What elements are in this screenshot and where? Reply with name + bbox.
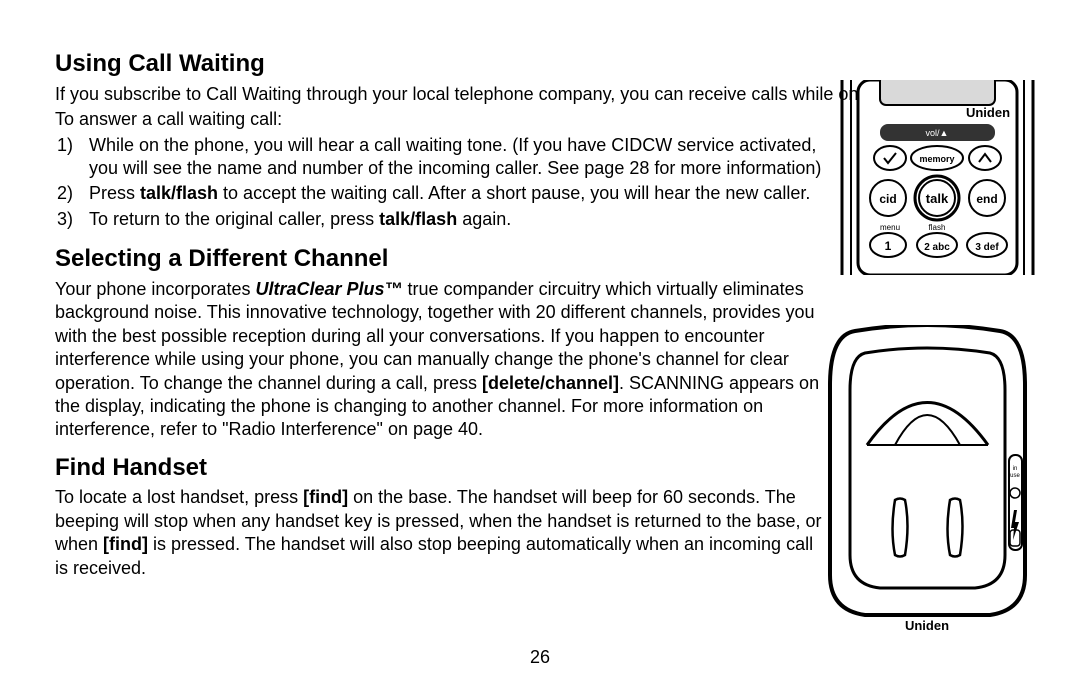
ch-feature-name: UltraClear Plus™ xyxy=(255,279,402,299)
step-2-button-label: talk/flash xyxy=(140,183,218,203)
inuse-label: in xyxy=(1013,466,1018,472)
fh-text-a: To locate a lost handset, press xyxy=(55,487,303,507)
cid-label: cid xyxy=(879,192,896,206)
step-3-text-a: To return to the original caller, press xyxy=(89,209,379,229)
fh-button-1: [find] xyxy=(303,487,348,507)
key-1: 1 xyxy=(885,239,892,253)
channel-paragraph: Your phone incorporates UltraClear Plus™… xyxy=(55,278,825,442)
vol-label: vol/▲ xyxy=(926,128,949,138)
base-illustration: in use Uniden xyxy=(825,325,1030,635)
page-number: 26 xyxy=(55,647,1025,668)
ch-text-a: Your phone incorporates xyxy=(55,279,255,299)
step-2-text-c: to accept the waiting call. After a shor… xyxy=(218,183,810,203)
heading-find-handset: Find Handset xyxy=(55,454,825,483)
step-1: While on the phone, you will hear a call… xyxy=(83,134,825,181)
memory-label: memory xyxy=(919,154,954,164)
heading-channel: Selecting a Different Channel xyxy=(55,245,825,274)
intro-line-2: To answer a call waiting call: xyxy=(55,108,825,131)
fh-button-2: [find] xyxy=(103,534,148,554)
step-3: To return to the original caller, press … xyxy=(83,208,825,231)
step-2: Press talk/flash to accept the waiting c… xyxy=(83,182,825,205)
talk-label: talk xyxy=(926,191,949,206)
ch-button-label: [delete/channel] xyxy=(482,373,619,393)
handset-illustration: Uniden vol/▲ memory cid talk end menu fl… xyxy=(840,80,1035,275)
find-handset-paragraph: To locate a lost handset, press [find] o… xyxy=(55,486,825,580)
heading-call-waiting: Using Call Waiting xyxy=(55,50,825,79)
base-brand-label: Uniden xyxy=(905,618,949,633)
brand-label: Uniden xyxy=(966,105,1010,120)
key-3: 3 def xyxy=(975,242,999,253)
menu-label: menu xyxy=(880,223,900,232)
call-waiting-steps: While on the phone, you will hear a call… xyxy=(55,134,825,232)
key-2: 2 abc xyxy=(924,242,950,253)
fh-text-e: is pressed. The handset will also stop b… xyxy=(55,534,813,577)
step-3-button-label: talk/flash xyxy=(379,209,457,229)
svg-text:use: use xyxy=(1010,473,1020,479)
end-label: end xyxy=(976,192,997,206)
step-3-text-c: again. xyxy=(457,209,511,229)
step-2-text-a: Press xyxy=(89,183,140,203)
flash-label: flash xyxy=(929,223,946,232)
